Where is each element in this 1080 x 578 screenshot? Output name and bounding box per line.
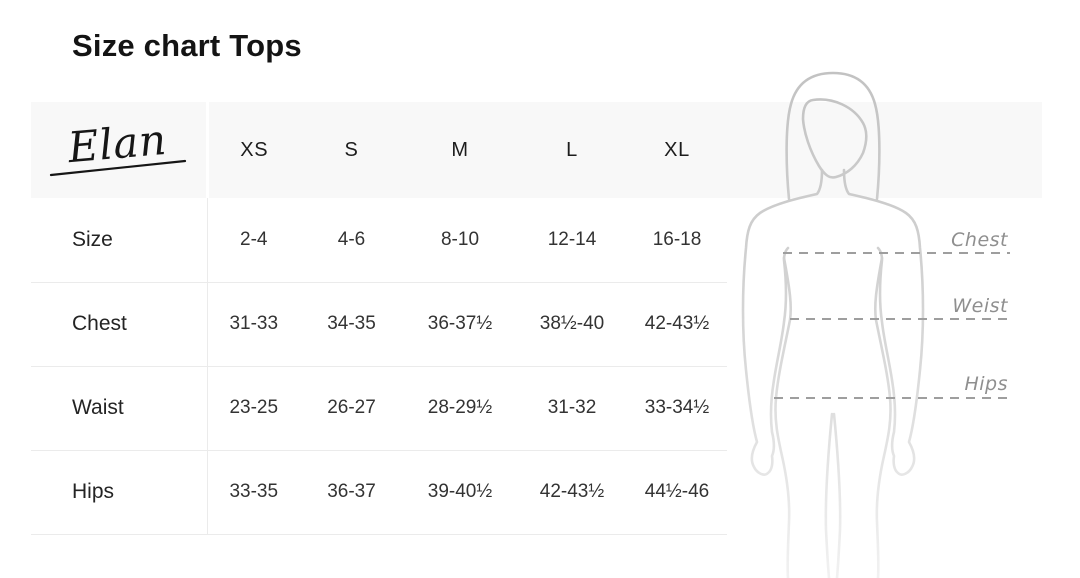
body-outline [741,71,925,578]
column-header-xs: XS [240,138,269,161]
size-value: 26-27 [300,365,403,450]
row-label: Waist [31,365,208,450]
brand-name: Elan [65,115,168,172]
waist-label: Weist [952,295,1009,317]
page-title: Size chart Tops [72,28,302,63]
size-value: 12-14 [547,228,597,250]
size-value: 23-25 [207,365,300,450]
table-row-waist: Waist 23-25 26-27 28-29½ 31-32 33-34½ [31,365,727,450]
row-label: Size [31,198,208,282]
column-header-xl: XL [664,138,690,161]
table-row-chest: Chest 31-33 34-35 36-37½ 38½-40 42-43½ [31,281,727,366]
size-value: 38½-40 [517,281,627,366]
size-value: 42-43½ [517,449,627,535]
size-value: 34-35 [300,281,403,366]
row-label: Hips [31,449,208,535]
column-header-m: M [451,138,469,161]
size-value: 44½-46 [627,449,727,535]
size-value: 36-37½ [403,281,517,366]
size-value: 42-43½ [627,281,727,366]
header-row: Elan XS S M L XL [31,102,727,198]
column-header-s: S [344,138,359,161]
brand-logo: Elan [50,115,187,177]
body-figure-illustration: Chest Weist Hips [741,71,1010,578]
size-value: 28-29½ [403,365,517,450]
size-value: 4-6 [337,228,366,250]
size-value: 8-10 [440,228,480,250]
row-label: Chest [31,281,208,366]
size-value: 33-34½ [627,365,727,450]
size-value: 33-35 [207,449,300,535]
measurement-lines [774,252,1010,399]
size-value: 36-37 [300,449,403,535]
chest-label: Chest [951,229,1009,251]
size-value: 16-18 [652,228,702,250]
size-value: 31-32 [517,365,627,450]
logo-underline [50,159,187,177]
brand-logo-cell: Elan [31,102,209,198]
size-value: 39-40½ [403,449,517,535]
hips-label: Hips [964,373,1008,395]
table-row-hips: Hips 33-35 36-37 39-40½ 42-43½ 44½-46 [31,449,727,535]
table-row-size: Size 2-4 4-6 8-10 12-14 16-18 [31,198,727,282]
column-header-l: L [566,138,578,161]
size-table: Elan XS S M L XL Size 2-4 4-6 8-10 12-14… [31,102,727,535]
size-value: 2-4 [240,228,268,250]
size-value: 31-33 [207,281,300,366]
